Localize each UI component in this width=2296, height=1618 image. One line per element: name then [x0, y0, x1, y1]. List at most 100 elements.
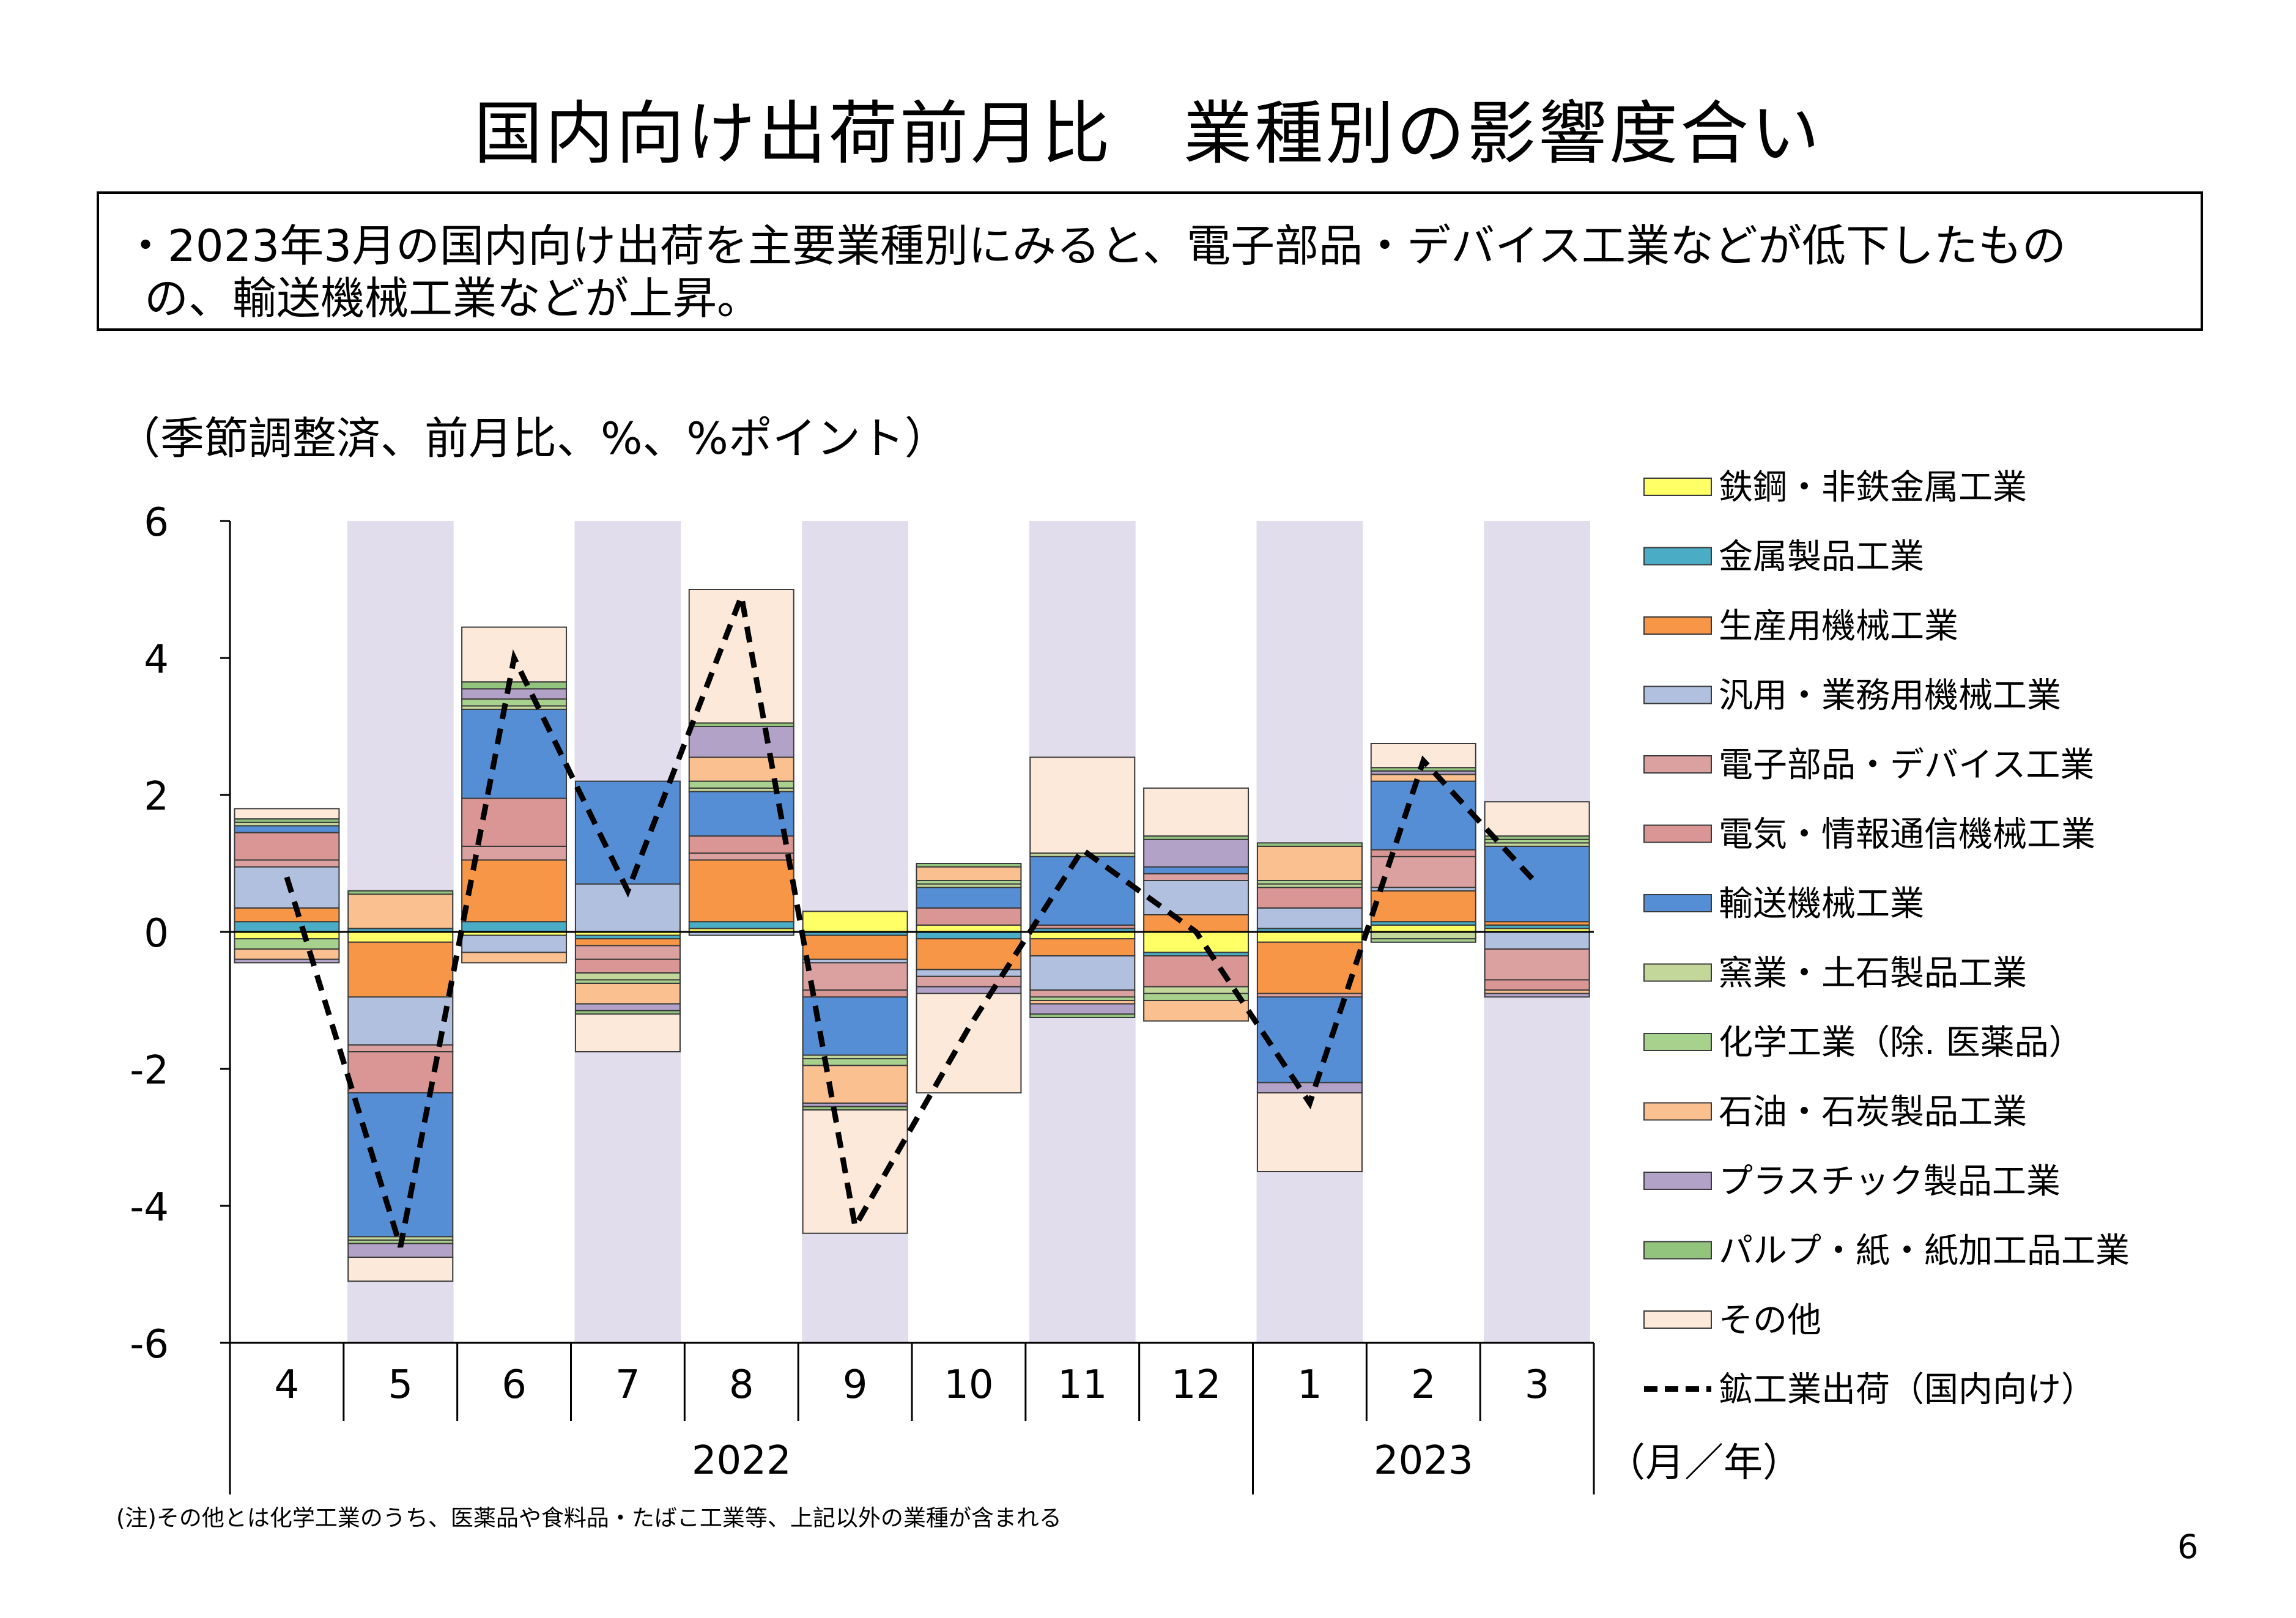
bar-segment — [1370, 774, 1476, 782]
bar-segment — [1029, 931, 1136, 940]
bar-segment — [574, 1003, 681, 1011]
bar-segment — [802, 989, 908, 998]
legend-swatch — [1643, 547, 1712, 566]
bar-segment — [688, 921, 794, 929]
bar-segment — [1256, 887, 1363, 909]
bar-segment — [916, 938, 1022, 970]
bar-segment — [1143, 992, 1250, 1002]
bar-segment — [1484, 846, 1590, 923]
bar-segment — [802, 962, 908, 991]
bar-segment — [1143, 838, 1250, 868]
bar-segment — [1370, 931, 1476, 940]
line-series-shipments — [284, 586, 1539, 1248]
bar-segment — [1029, 1013, 1136, 1019]
bar-segment — [234, 866, 340, 909]
bar-segment — [1029, 989, 1136, 998]
x-axis-unit-label: （月／年） — [1606, 1441, 1802, 1486]
bar-segment — [802, 996, 908, 1056]
legend-label: 鉄鋼・非鉄金属工業 — [1719, 468, 2027, 508]
page-number: 6 — [2177, 1527, 2199, 1566]
bar-segment — [802, 1058, 908, 1066]
summary-box: ・2023年3月の国内向け出荷を主要業種別にみると、電子部品・デバイス工業などが… — [97, 191, 2203, 331]
bar-segment — [688, 756, 794, 782]
legend-swatch — [1643, 755, 1712, 774]
bar-segment — [234, 832, 340, 861]
x-tick-label: 1 — [1297, 1362, 1322, 1408]
legend-label: 金属製品工業 — [1719, 537, 1924, 577]
bar-segment — [1484, 992, 1590, 998]
bar-segment — [574, 945, 681, 960]
bar-segment — [574, 938, 681, 947]
bar-segment — [347, 931, 454, 943]
bar-segment — [234, 931, 340, 940]
x-tick-label: 3 — [1525, 1362, 1550, 1408]
x-tick-label: 6 — [502, 1362, 527, 1408]
bar-segment — [234, 958, 340, 964]
x-tick-label: 12 — [1171, 1362, 1221, 1408]
legend-swatch — [1643, 1241, 1712, 1260]
bar-segment — [1143, 866, 1250, 874]
legend-swatch — [1643, 1102, 1712, 1121]
y-tick-label: -6 — [130, 1322, 169, 1367]
bar-segment — [1256, 931, 1363, 943]
bar-segment — [916, 931, 1022, 940]
bar-segment — [1029, 756, 1136, 854]
legend-swatch — [1643, 1310, 1712, 1329]
bar-segment — [1029, 1003, 1136, 1015]
year-label: 2023 — [1374, 1438, 1473, 1483]
bar-segment — [347, 890, 454, 895]
x-tick-label: 11 — [1057, 1362, 1107, 1408]
legend-label: 窯業・土石製品工業 — [1719, 954, 2027, 994]
y-tick-label: 0 — [144, 911, 169, 956]
bar-segment — [916, 863, 1022, 868]
bar-segment — [234, 859, 340, 868]
bar-segment — [916, 975, 1022, 988]
legend-swatch — [1643, 894, 1712, 912]
bar-segment — [461, 681, 568, 690]
legend-label: その他 — [1719, 1301, 1821, 1340]
bar-segment — [574, 958, 681, 974]
bar-segment — [1256, 1082, 1363, 1094]
bar-segment — [688, 791, 794, 837]
bar-segment — [916, 887, 1022, 909]
bar-segment — [347, 996, 454, 1046]
bar-segment — [1143, 873, 1250, 882]
bar-segment — [1029, 938, 1136, 957]
bar-segment — [1256, 846, 1363, 881]
year-label: 2022 — [692, 1438, 791, 1483]
bar-segment — [1370, 890, 1476, 923]
bar-segment — [1143, 1000, 1250, 1022]
bar-segment — [802, 934, 908, 960]
x-tick-label: 4 — [275, 1362, 300, 1408]
legend-swatch — [1643, 478, 1712, 496]
legend-label: 電気・情報通信機械工業 — [1719, 815, 2095, 855]
x-tick-label: 5 — [388, 1362, 413, 1408]
bar-segment — [802, 1065, 908, 1104]
bar-segment — [234, 948, 340, 960]
bar-segment — [234, 808, 340, 820]
bar-segment — [461, 859, 568, 923]
x-tick-label: 8 — [729, 1362, 754, 1408]
bar-segment — [688, 835, 794, 854]
legend-label: プラスチック製品工業 — [1719, 1162, 2061, 1202]
bar-segment — [1484, 801, 1590, 837]
bar-segment — [461, 709, 568, 799]
bar-segment — [234, 825, 340, 833]
bar-segment — [1370, 924, 1476, 933]
bar-segment — [461, 951, 568, 964]
bar-segment — [1370, 855, 1476, 888]
bar-segment — [461, 934, 568, 953]
bar-segment — [1256, 996, 1363, 1084]
bar-segment — [461, 688, 568, 700]
bar-segment — [916, 907, 1022, 926]
legend-label: 汎用・業務用機械工業 — [1719, 676, 2061, 716]
page-title: 国内向け出荷前月比 業種別の影響度合い — [474, 94, 1822, 174]
legend-swatch — [1643, 824, 1712, 843]
bar-segment — [1370, 938, 1476, 943]
bar-segment — [574, 1013, 681, 1053]
legend-label: 輸送機械工業 — [1719, 884, 1924, 924]
bar-segment — [347, 1257, 454, 1282]
bar-segment — [347, 893, 454, 929]
y-tick-label: -2 — [130, 1048, 169, 1093]
